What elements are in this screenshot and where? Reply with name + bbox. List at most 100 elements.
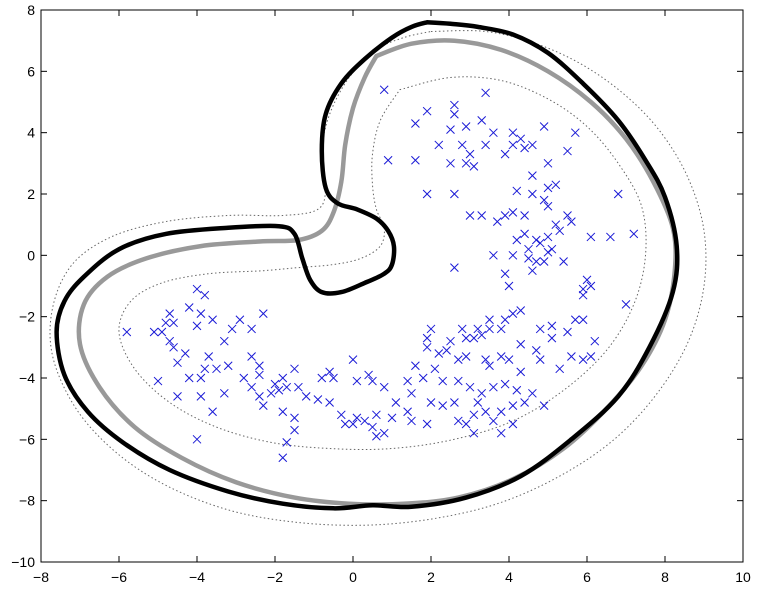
data-point bbox=[450, 398, 459, 407]
data-point bbox=[255, 370, 264, 380]
data-point bbox=[465, 382, 475, 392]
data-point bbox=[461, 352, 471, 361]
data-point bbox=[539, 122, 549, 131]
data-point bbox=[426, 398, 436, 407]
data-point bbox=[165, 336, 175, 346]
data-point bbox=[379, 428, 389, 438]
data-point bbox=[508, 419, 518, 429]
data-point bbox=[547, 321, 557, 331]
data-point bbox=[450, 109, 459, 119]
data-point bbox=[329, 373, 338, 383]
x-tick-label: 10 bbox=[735, 569, 751, 585]
data-point bbox=[391, 398, 401, 407]
data-point bbox=[165, 309, 175, 318]
data-point bbox=[535, 324, 545, 334]
data-point bbox=[340, 419, 350, 429]
data-point bbox=[422, 342, 432, 352]
data-point bbox=[469, 410, 479, 420]
x-tick-label: 2 bbox=[427, 569, 435, 585]
data-point bbox=[200, 364, 210, 374]
data-point bbox=[496, 428, 506, 438]
data-point bbox=[461, 333, 471, 343]
data-point bbox=[496, 407, 506, 417]
data-point bbox=[430, 364, 440, 374]
data-point bbox=[469, 333, 479, 343]
data-point bbox=[258, 401, 268, 410]
data-point bbox=[578, 315, 588, 325]
data-point bbox=[434, 349, 444, 358]
data-point bbox=[219, 336, 229, 346]
y-tick-label: 6 bbox=[27, 63, 35, 79]
y-tick-label: −2 bbox=[19, 309, 35, 325]
data-point bbox=[578, 284, 588, 294]
data-point bbox=[512, 235, 522, 245]
data-point bbox=[528, 266, 537, 276]
data-point bbox=[508, 250, 518, 260]
data-point bbox=[219, 388, 229, 398]
data-point bbox=[247, 352, 256, 361]
data-point bbox=[477, 116, 487, 125]
data-point bbox=[531, 235, 541, 245]
data-point bbox=[485, 361, 494, 371]
data-point bbox=[438, 376, 448, 386]
data-point bbox=[196, 373, 206, 383]
data-point bbox=[492, 217, 502, 226]
data-point bbox=[516, 306, 526, 315]
data-point bbox=[153, 376, 163, 386]
data-point bbox=[613, 189, 623, 199]
y-tick-label: 0 bbox=[27, 247, 35, 263]
data-point bbox=[372, 410, 381, 420]
data-point bbox=[531, 257, 541, 266]
data-point bbox=[169, 342, 178, 352]
data-point bbox=[543, 232, 553, 242]
x-tick-label: −2 bbox=[267, 569, 283, 585]
y-tick-label: −4 bbox=[19, 370, 35, 386]
y-tick-label: 4 bbox=[27, 125, 35, 141]
data-point bbox=[227, 324, 237, 334]
data-point bbox=[184, 303, 194, 312]
data-point bbox=[239, 373, 249, 383]
data-point bbox=[453, 376, 463, 386]
data-point bbox=[586, 352, 596, 361]
data-point bbox=[379, 382, 389, 392]
data-point bbox=[184, 373, 194, 383]
data-point bbox=[223, 361, 233, 371]
data-point bbox=[528, 189, 537, 199]
data-point bbox=[485, 315, 494, 325]
data-point bbox=[336, 410, 346, 420]
data-point bbox=[504, 281, 514, 291]
data-point bbox=[461, 158, 471, 168]
data-point bbox=[278, 407, 288, 417]
data-point bbox=[520, 398, 529, 407]
data-point bbox=[422, 106, 432, 116]
data-point bbox=[512, 385, 522, 395]
data-point bbox=[403, 376, 412, 386]
data-point bbox=[578, 290, 588, 300]
data-point bbox=[290, 425, 299, 435]
data-point bbox=[360, 416, 370, 426]
data-point bbox=[535, 355, 545, 364]
data-point bbox=[504, 355, 514, 364]
data-point bbox=[477, 330, 487, 340]
data-point bbox=[282, 438, 292, 447]
data-points bbox=[122, 85, 639, 463]
data-point bbox=[426, 324, 436, 334]
data-point bbox=[282, 382, 292, 392]
data-point bbox=[528, 140, 537, 150]
data-point bbox=[453, 355, 463, 364]
data-point bbox=[539, 195, 549, 205]
data-point bbox=[274, 385, 284, 395]
data-point bbox=[278, 453, 288, 463]
data-point bbox=[372, 431, 381, 441]
data-point bbox=[578, 355, 588, 364]
boundary-gray bbox=[76, 38, 678, 507]
data-point bbox=[516, 367, 526, 377]
data-point bbox=[255, 361, 264, 371]
data-point bbox=[450, 100, 459, 110]
data-point bbox=[192, 434, 202, 444]
data-point bbox=[270, 379, 280, 389]
x-tick-label: 6 bbox=[583, 569, 591, 585]
data-point bbox=[543, 247, 553, 257]
data-point bbox=[247, 324, 256, 334]
boundary-dotted-inner bbox=[118, 76, 647, 451]
